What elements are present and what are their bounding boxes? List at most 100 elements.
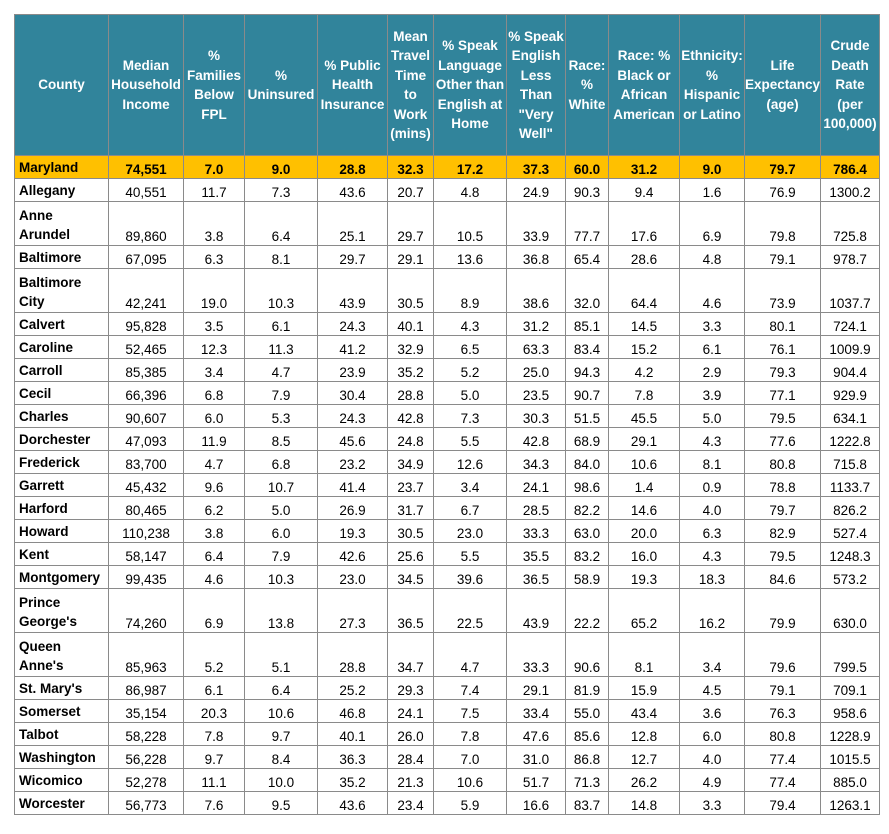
data-cell: 6.4 [244, 201, 318, 246]
data-cell: 19.3 [608, 565, 680, 589]
data-cell: 3.6 [679, 699, 745, 723]
data-cell: 10.7 [244, 473, 318, 497]
data-cell: 63.3 [506, 335, 566, 359]
table-row: Howard 110,238 3.8 6.0 19.3 30.5 23.0 33.3 63.0 2… [14, 519, 881, 543]
data-cell: 25.1 [317, 201, 388, 246]
data-cell: 40.1 [317, 722, 388, 746]
data-cell: 7.9 [244, 381, 318, 405]
data-cell: 10.3 [244, 268, 318, 313]
data-cell: 43.9 [317, 268, 388, 313]
data-cell: 10.6 [433, 768, 507, 792]
data-cell: 42,241 [108, 268, 184, 313]
data-cell: 23.4 [387, 791, 434, 815]
data-cell: 3.8 [183, 201, 245, 246]
data-cell: 17.2 [433, 155, 507, 179]
table-row: Charles 90,607 6.0 5.3 24.3 42.8 7.3 30.3 51.5 45… [14, 404, 881, 428]
data-cell: 43.6 [317, 178, 388, 202]
data-cell: 786.4 [820, 155, 881, 179]
data-cell: 0.9 [679, 473, 745, 497]
data-cell: 83,700 [108, 450, 184, 474]
data-cell: 36.8 [506, 245, 566, 269]
data-cell: 30.4 [317, 381, 388, 405]
data-cell: 5.0 [679, 404, 745, 428]
data-cell: 56,773 [108, 791, 184, 815]
data-cell: 77.4 [743, 745, 822, 769]
column-header-english-less-than-very-well: % Speak English Less Than "Very Well" [506, 14, 566, 156]
data-cell: 33.3 [506, 632, 566, 677]
data-cell: 1222.8 [820, 427, 881, 451]
data-cell: 6.4 [244, 676, 318, 700]
data-cell: 3.4 [679, 632, 745, 677]
data-cell: 29.1 [608, 427, 680, 451]
data-cell: 25.2 [317, 676, 388, 700]
data-cell: 4.7 [183, 450, 245, 474]
data-cell: 7.0 [183, 155, 245, 179]
data-cell: 4.8 [679, 245, 745, 269]
data-cell: 5.0 [433, 381, 507, 405]
county-name-cell: Dorchester [14, 427, 109, 451]
data-cell: 1133.7 [820, 473, 881, 497]
data-cell: 6.9 [679, 201, 745, 246]
data-cell: 41.2 [317, 335, 388, 359]
data-cell: 83.4 [565, 335, 609, 359]
data-cell: 47,093 [108, 427, 184, 451]
data-cell: 904.4 [820, 358, 881, 382]
data-cell: 22.5 [433, 588, 507, 633]
data-cell: 80,465 [108, 496, 184, 520]
data-cell: 11.9 [183, 427, 245, 451]
data-cell: 86.8 [565, 745, 609, 769]
county-name-cell: Caroline [14, 335, 109, 359]
column-header-uninsured: % Uninsured [244, 14, 318, 156]
county-name-cell: Calvert [14, 312, 109, 336]
data-cell: 11.7 [183, 178, 245, 202]
data-cell: 4.8 [433, 178, 507, 202]
table-row: Talbot 58,228 7.8 9.7 40.1 26.0 7.8 47.6 85.6 12.… [14, 722, 881, 746]
data-cell: 6.5 [433, 335, 507, 359]
state-total-row: Maryland 74,551 7.0 9.0 28.8 32.3 17.2 37.3 60.0… [14, 155, 881, 179]
data-cell: 80.8 [743, 450, 822, 474]
table-row: Washington 56,228 9.7 8.4 36.3 28.4 7.0 31.0 86.… [14, 745, 881, 769]
data-cell: 79.5 [743, 542, 822, 566]
column-header-county: County [14, 14, 109, 156]
data-cell: 52,278 [108, 768, 184, 792]
data-cell: 5.9 [433, 791, 507, 815]
table-row: Anne Arundel 89,860 3.8 6.4 25.1 29.7 10.5 33.9… [14, 201, 881, 246]
data-cell: 29.1 [387, 245, 434, 269]
data-cell: 18.3 [679, 565, 745, 589]
data-cell: 45.5 [608, 404, 680, 428]
data-cell: 77.6 [743, 427, 822, 451]
data-cell: 52,465 [108, 335, 184, 359]
data-cell: 4.2 [608, 358, 680, 382]
data-cell: 40,551 [108, 178, 184, 202]
data-cell: 1248.3 [820, 542, 881, 566]
data-cell: 28.4 [387, 745, 434, 769]
data-cell: 30.5 [387, 519, 434, 543]
data-cell: 4.5 [679, 676, 745, 700]
data-cell: 634.1 [820, 404, 881, 428]
data-cell: 51.5 [565, 404, 609, 428]
data-cell: 6.0 [183, 404, 245, 428]
data-cell: 36.5 [387, 588, 434, 633]
data-cell: 79.3 [743, 358, 822, 382]
county-name-cell: St. Mary's [14, 676, 109, 700]
data-cell: 74,260 [108, 588, 184, 633]
table-body: Maryland 74,551 7.0 9.0 28.8 32.3 17.2 37.3 60.0… [14, 155, 881, 815]
data-cell: 20.0 [608, 519, 680, 543]
data-cell: 27.3 [317, 588, 388, 633]
data-cell: 68.9 [565, 427, 609, 451]
table-row: Wicomico 52,278 11.1 10.0 35.2 21.3 10.6 51.7 71… [14, 768, 881, 792]
table-row: Kent 58,147 6.4 7.9 42.6 25.6 5.5 35.5 83.2 16.0 4… [14, 542, 881, 566]
data-cell: 90.3 [565, 178, 609, 202]
data-cell: 79.1 [743, 676, 822, 700]
county-name-cell: Charles [14, 404, 109, 428]
data-cell: 1037.7 [820, 268, 881, 313]
table-row: Allegany 40,551 11.7 7.3 43.6 20.7 4.8 24.9 90.3… [14, 178, 881, 202]
data-cell: 85,963 [108, 632, 184, 677]
column-header-race-white: Race: % White [565, 14, 609, 156]
data-cell: 1263.1 [820, 791, 881, 815]
data-cell: 28.8 [317, 632, 388, 677]
table-row: Baltimore 67,095 6.3 8.1 29.7 29.1 13.6 36.8 65.… [14, 245, 881, 269]
table-row: Montgomery 99,435 4.6 10.3 23.0 34.5 39.6 36.5 5… [14, 565, 881, 589]
data-cell: 20.7 [387, 178, 434, 202]
data-cell: 5.2 [183, 632, 245, 677]
